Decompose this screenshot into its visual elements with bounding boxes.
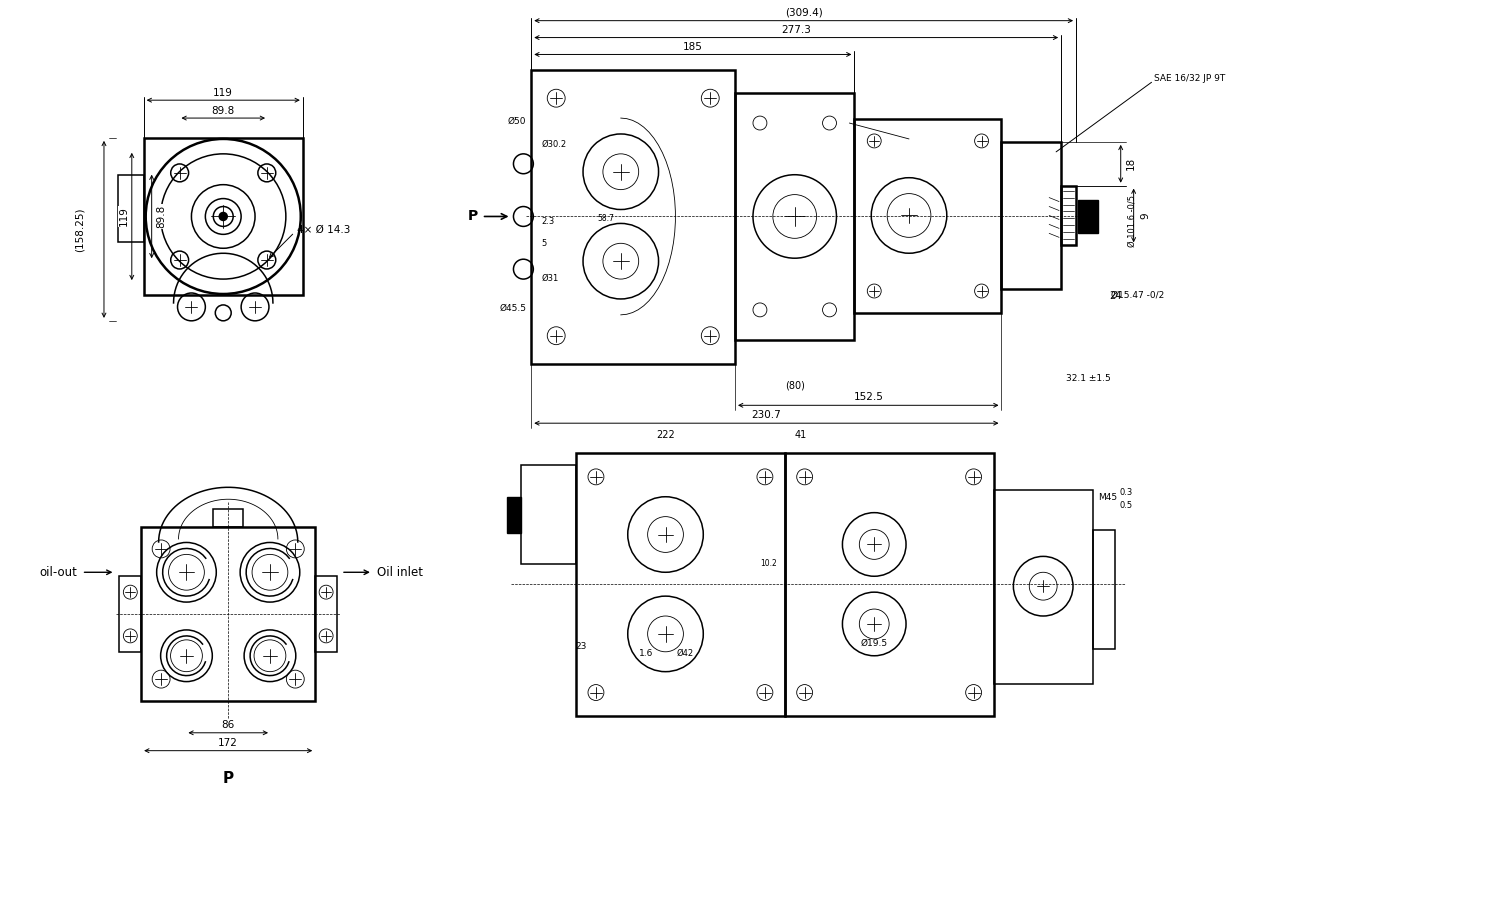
Text: 24: 24: [1110, 291, 1122, 301]
Text: 222: 222: [656, 430, 675, 440]
Text: (80): (80): [784, 380, 804, 390]
Text: Ø15.47 -0/2: Ø15.47 -0/2: [1112, 291, 1164, 300]
Text: 89.8: 89.8: [211, 106, 236, 116]
Bar: [213, 509, 243, 527]
Text: (158.25): (158.25): [74, 207, 84, 252]
Text: P: P: [468, 209, 477, 224]
Text: 185: 185: [682, 42, 703, 52]
Text: Oil inlet: Oil inlet: [376, 565, 423, 579]
Text: 119: 119: [213, 88, 232, 98]
Bar: [141, 527, 315, 701]
Text: 0.3: 0.3: [1119, 488, 1132, 496]
Text: 152.5: 152.5: [853, 393, 883, 403]
Bar: [993, 490, 1094, 684]
Text: Ø42: Ø42: [676, 649, 694, 658]
Text: 5: 5: [542, 239, 546, 248]
Text: SAE 16/32 JP 9T: SAE 16/32 JP 9T: [1154, 74, 1226, 83]
Bar: [118, 175, 144, 243]
Bar: [522, 464, 576, 564]
Text: 119: 119: [118, 206, 129, 226]
Bar: [315, 576, 338, 652]
Text: 230.7: 230.7: [752, 410, 782, 420]
Text: 89.8: 89.8: [156, 205, 166, 228]
Text: 0.5: 0.5: [1119, 501, 1132, 510]
Bar: [1002, 142, 1060, 289]
Text: Ø30.2: Ø30.2: [542, 140, 567, 149]
Text: 58.7: 58.7: [597, 215, 615, 224]
Bar: [1078, 200, 1098, 234]
Text: Ø19.5: Ø19.5: [861, 639, 888, 648]
Text: 18: 18: [1125, 157, 1136, 170]
Text: oil-out: oil-out: [40, 565, 78, 579]
Bar: [576, 453, 784, 716]
Bar: [531, 70, 735, 364]
Bar: [144, 138, 303, 295]
Text: 1.6: 1.6: [639, 649, 652, 658]
Text: 4× Ø 14.3: 4× Ø 14.3: [297, 225, 350, 235]
Text: Ø45.5: Ø45.5: [500, 304, 526, 313]
Text: 277.3: 277.3: [782, 25, 812, 35]
Bar: [1094, 530, 1114, 649]
Bar: [507, 496, 522, 533]
Bar: [855, 119, 1002, 313]
Bar: [784, 453, 993, 716]
Circle shape: [219, 213, 226, 221]
Text: Ø31: Ø31: [542, 275, 558, 283]
Text: 10.2: 10.2: [760, 559, 777, 568]
Bar: [1060, 185, 1076, 245]
Text: (309.4): (309.4): [784, 7, 822, 17]
Text: 86: 86: [222, 720, 236, 730]
Text: 23: 23: [576, 642, 586, 651]
Text: 2.3: 2.3: [542, 217, 555, 226]
Text: 41: 41: [795, 430, 807, 440]
Text: P: P: [222, 771, 234, 786]
Text: M45: M45: [1098, 493, 1118, 502]
Text: 172: 172: [219, 738, 239, 748]
Text: 9: 9: [1140, 212, 1150, 219]
Bar: [120, 576, 141, 652]
Bar: [735, 94, 855, 340]
Text: 32.1 ±1.5: 32.1 ±1.5: [1066, 375, 1112, 384]
Text: Ø50: Ø50: [509, 117, 526, 126]
Text: Ø 101.6 -0/5: Ø 101.6 -0/5: [1128, 195, 1137, 247]
